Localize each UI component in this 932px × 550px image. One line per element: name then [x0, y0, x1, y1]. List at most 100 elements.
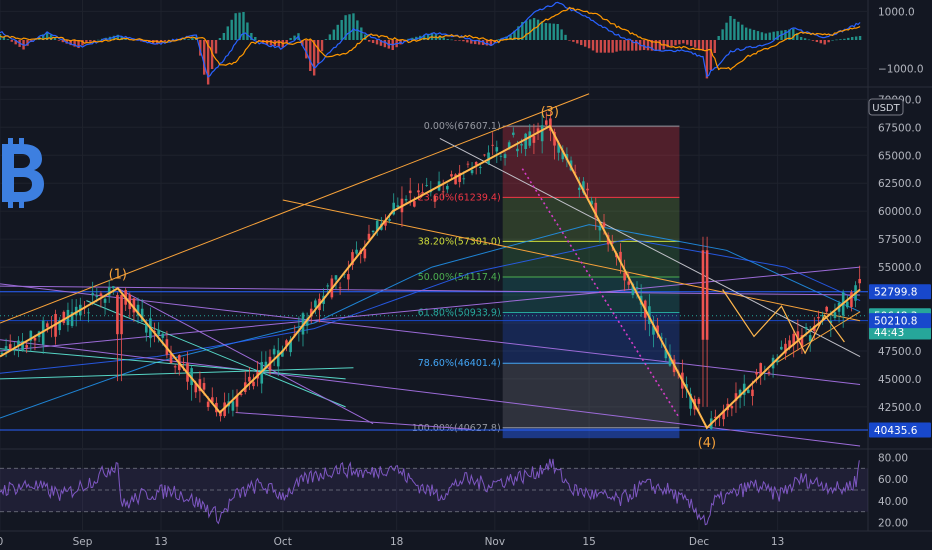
macd-histogram-bar — [332, 29, 336, 40]
macd-histogram-bar — [784, 30, 787, 40]
date-axis-tick-label: 13 — [771, 536, 784, 548]
macd-histogram-bar — [670, 40, 673, 47]
macd-histogram-bar — [768, 32, 771, 40]
candle-body — [17, 340, 20, 346]
macd-histogram-bar — [517, 26, 520, 40]
macd-histogram-bar — [690, 40, 693, 46]
macd-histogram-bar — [73, 40, 76, 47]
macd-axis-tick-label: −1000.0 — [878, 64, 924, 76]
candle-body — [577, 187, 581, 190]
candle-body — [470, 170, 474, 174]
macd-histogram-bar — [752, 29, 756, 40]
candle-body — [825, 306, 828, 312]
macd-histogram-bar — [163, 40, 167, 41]
candle-body — [272, 348, 276, 355]
candle-body — [219, 411, 222, 417]
candle-body — [182, 362, 185, 363]
candle-body — [388, 219, 391, 221]
macd-histogram-bar — [69, 40, 72, 46]
macd-histogram-bar — [583, 40, 587, 47]
macd-histogram-bar — [61, 40, 65, 43]
candle-body — [210, 397, 214, 403]
candle-body — [413, 201, 416, 207]
candle-body — [701, 250, 705, 340]
candle-body — [730, 405, 734, 409]
candle-body — [479, 166, 482, 168]
candle-body — [347, 274, 350, 280]
candle-body — [375, 220, 379, 232]
macd-histogram-bar — [792, 28, 795, 40]
macd-histogram-bar — [623, 40, 626, 51]
macd-histogram-bar — [206, 40, 210, 85]
macd-histogram-bar — [552, 23, 555, 40]
candle-body — [248, 376, 251, 382]
macd-histogram-bar — [497, 39, 500, 40]
macd-histogram-bar — [379, 40, 383, 46]
macd-histogram-bar — [788, 29, 791, 40]
macd-histogram-bar — [293, 35, 296, 40]
wave-label: (1) — [109, 267, 127, 282]
macd-histogram-bar — [615, 40, 618, 52]
macd-histogram-bar — [305, 40, 308, 59]
trend-line — [0, 93, 590, 324]
macd-histogram-bar — [93, 40, 96, 41]
macd-histogram-bar — [53, 37, 57, 40]
date-axis-tick-label: 18 — [390, 536, 403, 548]
macd-histogram-bar — [336, 24, 339, 40]
macd-histogram-bar — [540, 21, 544, 40]
rsi-axis-tick-label: 20.00 — [878, 518, 908, 530]
candle-body — [850, 292, 853, 307]
candle-body — [652, 325, 655, 335]
wave-label: (4) — [698, 436, 716, 451]
candle-body — [446, 185, 449, 190]
trend-line — [777, 311, 861, 363]
macd-histogram-bar — [85, 40, 88, 43]
trend-line — [86, 300, 346, 408]
macd-histogram-bar — [713, 40, 716, 53]
macd-histogram-bar — [340, 20, 343, 40]
candle-body — [631, 283, 635, 295]
candle-body — [450, 174, 453, 177]
macd-histogram-bar — [285, 40, 288, 43]
candle-body — [466, 163, 470, 165]
macd-histogram-bar — [709, 40, 713, 70]
candle-body — [404, 198, 408, 201]
candle-body — [314, 300, 317, 308]
macd-histogram-bar — [811, 40, 815, 41]
macd-histogram-bar — [733, 18, 736, 40]
candle-body — [29, 330, 33, 341]
macd-histogram-bar — [312, 40, 316, 76]
candle-body — [355, 249, 358, 254]
fib-level-label: 0.00%(67607.1) — [424, 121, 501, 132]
rsi-line — [0, 458, 860, 526]
macd-histogram-bar — [576, 40, 579, 44]
candle-body — [46, 323, 49, 328]
macd-histogram-bar — [454, 40, 457, 41]
candle-body — [722, 410, 725, 420]
macd-histogram-bar — [383, 40, 387, 48]
macd-histogram-bar — [462, 40, 465, 42]
macd-histogram-bar — [556, 24, 559, 40]
macd-histogram-bar — [348, 14, 351, 40]
macd-histogram-bar — [250, 33, 253, 40]
candle-body — [458, 172, 461, 183]
macd-histogram-bar — [316, 40, 320, 64]
candle-body — [520, 144, 523, 146]
candle-body — [285, 340, 288, 346]
macd-histogram-bar — [599, 40, 603, 53]
candle-body — [718, 416, 721, 418]
macd-histogram-bar — [854, 36, 858, 40]
macd-histogram-bar — [155, 40, 159, 45]
candle-body — [602, 222, 606, 227]
macd-histogram-bar — [635, 40, 638, 51]
rsi-axis-tick-label: 40.00 — [878, 496, 908, 508]
candle-body — [742, 383, 746, 395]
symbol-label: USDT — [872, 103, 900, 114]
symbol-badge[interactable]: USDT — [868, 98, 904, 116]
price-axis-tick-label: 45000.0 — [878, 374, 921, 386]
candle-body — [804, 327, 808, 329]
macd-histogram-bar — [851, 37, 854, 40]
macd-histogram-bar — [470, 40, 473, 44]
macd-histogram-bar — [839, 39, 842, 40]
macd-histogram-bar — [371, 40, 375, 43]
